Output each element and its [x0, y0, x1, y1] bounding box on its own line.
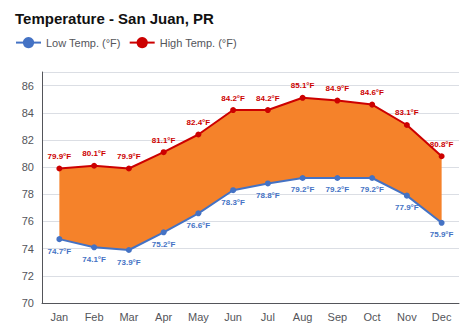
- svg-text:78.3°F: 78.3°F: [221, 198, 245, 207]
- svg-text:84: 84: [22, 107, 34, 119]
- svg-text:Jan: Jan: [51, 311, 69, 323]
- svg-text:79.2°F: 79.2°F: [326, 185, 350, 194]
- svg-text:70: 70: [22, 297, 34, 309]
- svg-text:Jul: Jul: [261, 311, 275, 323]
- svg-text:74.1°F: 74.1°F: [82, 255, 106, 264]
- svg-text:79.9°F: 79.9°F: [117, 152, 141, 161]
- svg-text:84.2°F: 84.2°F: [221, 94, 245, 103]
- svg-text:72: 72: [22, 270, 34, 282]
- svg-text:78: 78: [22, 188, 34, 200]
- svg-text:Apr: Apr: [155, 311, 172, 323]
- svg-text:79.9°F: 79.9°F: [48, 152, 72, 161]
- svg-text:75.9°F: 75.9°F: [430, 230, 454, 239]
- svg-text:Aug: Aug: [293, 311, 313, 323]
- svg-text:Nov: Nov: [397, 311, 417, 323]
- svg-text:80.8°F: 80.8°F: [430, 140, 454, 149]
- svg-text:Sep: Sep: [328, 311, 348, 323]
- svg-text:84.6°F: 84.6°F: [360, 88, 384, 97]
- svg-text:79.2°F: 79.2°F: [291, 185, 315, 194]
- svg-text:81.1°F: 81.1°F: [152, 136, 176, 145]
- svg-text:84.9°F: 84.9°F: [326, 84, 350, 93]
- svg-text:86: 86: [22, 80, 34, 92]
- svg-text:79.2°F: 79.2°F: [360, 185, 384, 194]
- svg-text:75.2°F: 75.2°F: [152, 240, 176, 249]
- svg-text:Dec: Dec: [432, 311, 452, 323]
- svg-text:85.1°F: 85.1°F: [291, 81, 315, 90]
- svg-text:73.9°F: 73.9°F: [117, 258, 141, 267]
- svg-text:77.9°F: 77.9°F: [395, 203, 419, 212]
- svg-text:82: 82: [22, 134, 34, 146]
- svg-text:74: 74: [22, 243, 34, 255]
- svg-text:83.1°F: 83.1°F: [395, 108, 419, 117]
- svg-text:May: May: [188, 311, 209, 323]
- svg-text:Low Temp. (°F): Low Temp. (°F): [46, 37, 121, 49]
- svg-text:76: 76: [22, 215, 34, 227]
- svg-text:82.4°F: 82.4°F: [187, 118, 211, 127]
- svg-text:Feb: Feb: [85, 311, 104, 323]
- svg-text:84.2°F: 84.2°F: [256, 94, 280, 103]
- svg-text:Oct: Oct: [364, 311, 381, 323]
- svg-text:78.8°F: 78.8°F: [256, 191, 280, 200]
- svg-text:80: 80: [22, 161, 34, 173]
- svg-text:Mar: Mar: [119, 311, 138, 323]
- svg-text:Temperature - San Juan, PR: Temperature - San Juan, PR: [15, 10, 214, 27]
- svg-text:76.6°F: 76.6°F: [187, 221, 211, 230]
- svg-text:74.7°F: 74.7°F: [48, 247, 72, 256]
- svg-text:Jun: Jun: [224, 311, 242, 323]
- svg-text:High Temp. (°F): High Temp. (°F): [160, 37, 237, 49]
- svg-text:80.1°F: 80.1°F: [82, 149, 106, 158]
